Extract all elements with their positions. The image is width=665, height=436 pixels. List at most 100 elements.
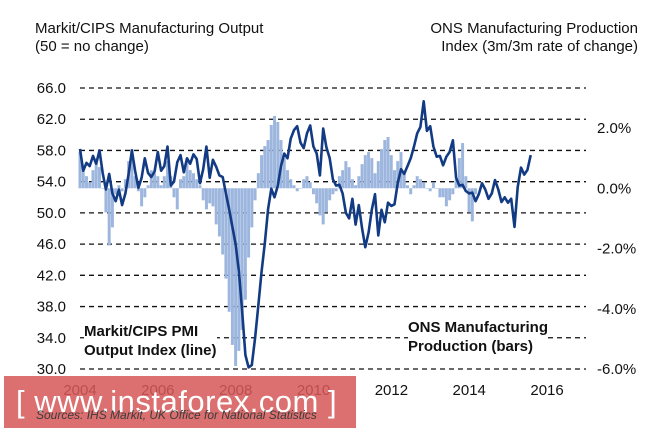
right-tick-label: -2.0% — [597, 241, 636, 258]
ons-bar — [435, 188, 439, 189]
ons-bar — [438, 188, 442, 198]
x-tick-label: 2014 — [453, 382, 486, 399]
ons-bar — [263, 146, 267, 189]
ons-bar — [130, 149, 134, 189]
ons-bar — [153, 173, 157, 189]
ons-bar — [266, 140, 270, 189]
ons-bar — [321, 188, 325, 225]
ons-label-line1: ONS Manufacturing — [408, 319, 549, 336]
ons-bar — [318, 188, 322, 216]
ons-bar — [234, 188, 238, 366]
ons-bar — [360, 164, 364, 189]
ons-bar — [101, 188, 105, 189]
ons-bar — [214, 188, 218, 225]
ons-bar — [149, 170, 153, 189]
ons-bar — [156, 176, 160, 189]
ons-series-label: ONS Manufacturing Production (bars) — [408, 318, 549, 356]
ons-bar — [302, 179, 306, 189]
left-tick-label: 66.0 — [37, 80, 66, 97]
ons-bar — [311, 188, 315, 195]
ons-bar — [393, 170, 396, 189]
ons-bar — [389, 155, 393, 189]
ons-bar — [295, 188, 299, 192]
ons-bar — [308, 182, 312, 189]
ons-bar — [78, 152, 82, 189]
ons-bar — [454, 179, 458, 189]
ons-bar — [383, 140, 387, 189]
pmi-series-label: Markit/CIPS PMI Output Index (line) — [84, 322, 217, 360]
ons-bar — [305, 176, 309, 189]
ons-bar — [133, 176, 137, 189]
ons-bar — [143, 188, 147, 198]
ons-bar — [88, 182, 92, 189]
ons-bar — [179, 179, 183, 189]
ons-bar — [448, 188, 452, 201]
ons-bar — [243, 188, 247, 300]
ons-bar — [328, 188, 332, 201]
watermark-text: [ www.instaforex.com ] — [16, 384, 338, 419]
ons-bar — [418, 179, 422, 189]
ons-bar — [162, 176, 166, 189]
ons-bar — [172, 188, 176, 198]
ons-label-line2: Production (bars) — [408, 338, 534, 355]
left-axis-title: Markit/CIPS Manufacturing Output (50 = n… — [35, 20, 263, 56]
pmi-label-line1: Markit/CIPS PMI — [84, 323, 199, 340]
ons-bar — [217, 188, 221, 237]
left-tick-label: 38.0 — [37, 299, 66, 316]
ons-bar — [182, 176, 186, 189]
ons-bar — [457, 158, 461, 189]
ons-bar — [269, 124, 273, 189]
ons-bar — [221, 188, 225, 255]
ons-bar — [91, 170, 95, 189]
right-tick-label: 2.0% — [597, 120, 631, 137]
left-tick-label: 62.0 — [37, 111, 66, 128]
ons-bar — [256, 173, 260, 189]
ons-bar — [204, 188, 208, 210]
watermark-banner — [4, 376, 356, 428]
ons-bar — [166, 161, 170, 189]
ons-bar — [405, 185, 409, 189]
ons-bar — [146, 185, 150, 189]
ons-bar — [94, 161, 98, 189]
ons-bar — [188, 170, 192, 189]
ons-bar — [97, 167, 101, 189]
ons-bar — [470, 188, 474, 222]
ons-bar — [247, 188, 251, 258]
ons-bar — [464, 176, 468, 189]
ons-bar — [428, 188, 432, 192]
ons-bar — [282, 158, 286, 189]
ons-bar — [84, 176, 88, 189]
ons-bar — [195, 179, 199, 189]
right-axis-title: ONS Manufacturing Production Index (3m/3… — [430, 20, 638, 56]
ons-bar — [110, 188, 114, 228]
left-axis-title-line2: (50 = no change) — [35, 38, 149, 55]
ons-bar — [117, 185, 121, 189]
ons-bar — [370, 158, 374, 189]
ons-bar — [373, 173, 377, 189]
x-tick-label: 2012 — [375, 382, 408, 399]
right-axis-title-line1: ONS Manufacturing Production — [430, 20, 638, 37]
ons-bar — [298, 188, 302, 189]
ons-bar — [185, 161, 189, 189]
right-tick-label: -4.0% — [597, 301, 636, 318]
ons-bar — [123, 179, 127, 189]
ons-bar — [354, 185, 358, 189]
ons-bar — [81, 170, 85, 189]
left-tick-label: 30.0 — [37, 361, 66, 378]
ons-bar — [402, 173, 406, 189]
ons-bar — [107, 188, 111, 246]
ons-bar — [396, 161, 400, 189]
ons-bar — [386, 137, 390, 189]
ons-bar — [461, 143, 465, 189]
ons-bar — [376, 161, 380, 189]
ons-bar — [276, 121, 280, 189]
ons-bar — [208, 188, 212, 204]
ons-bar — [422, 182, 426, 189]
ons-bar — [260, 155, 264, 189]
ons-bar — [451, 188, 455, 195]
ons-bar — [104, 188, 108, 213]
ons-bar — [474, 188, 478, 195]
ons-bar — [224, 188, 228, 279]
ons-bar — [191, 173, 195, 189]
